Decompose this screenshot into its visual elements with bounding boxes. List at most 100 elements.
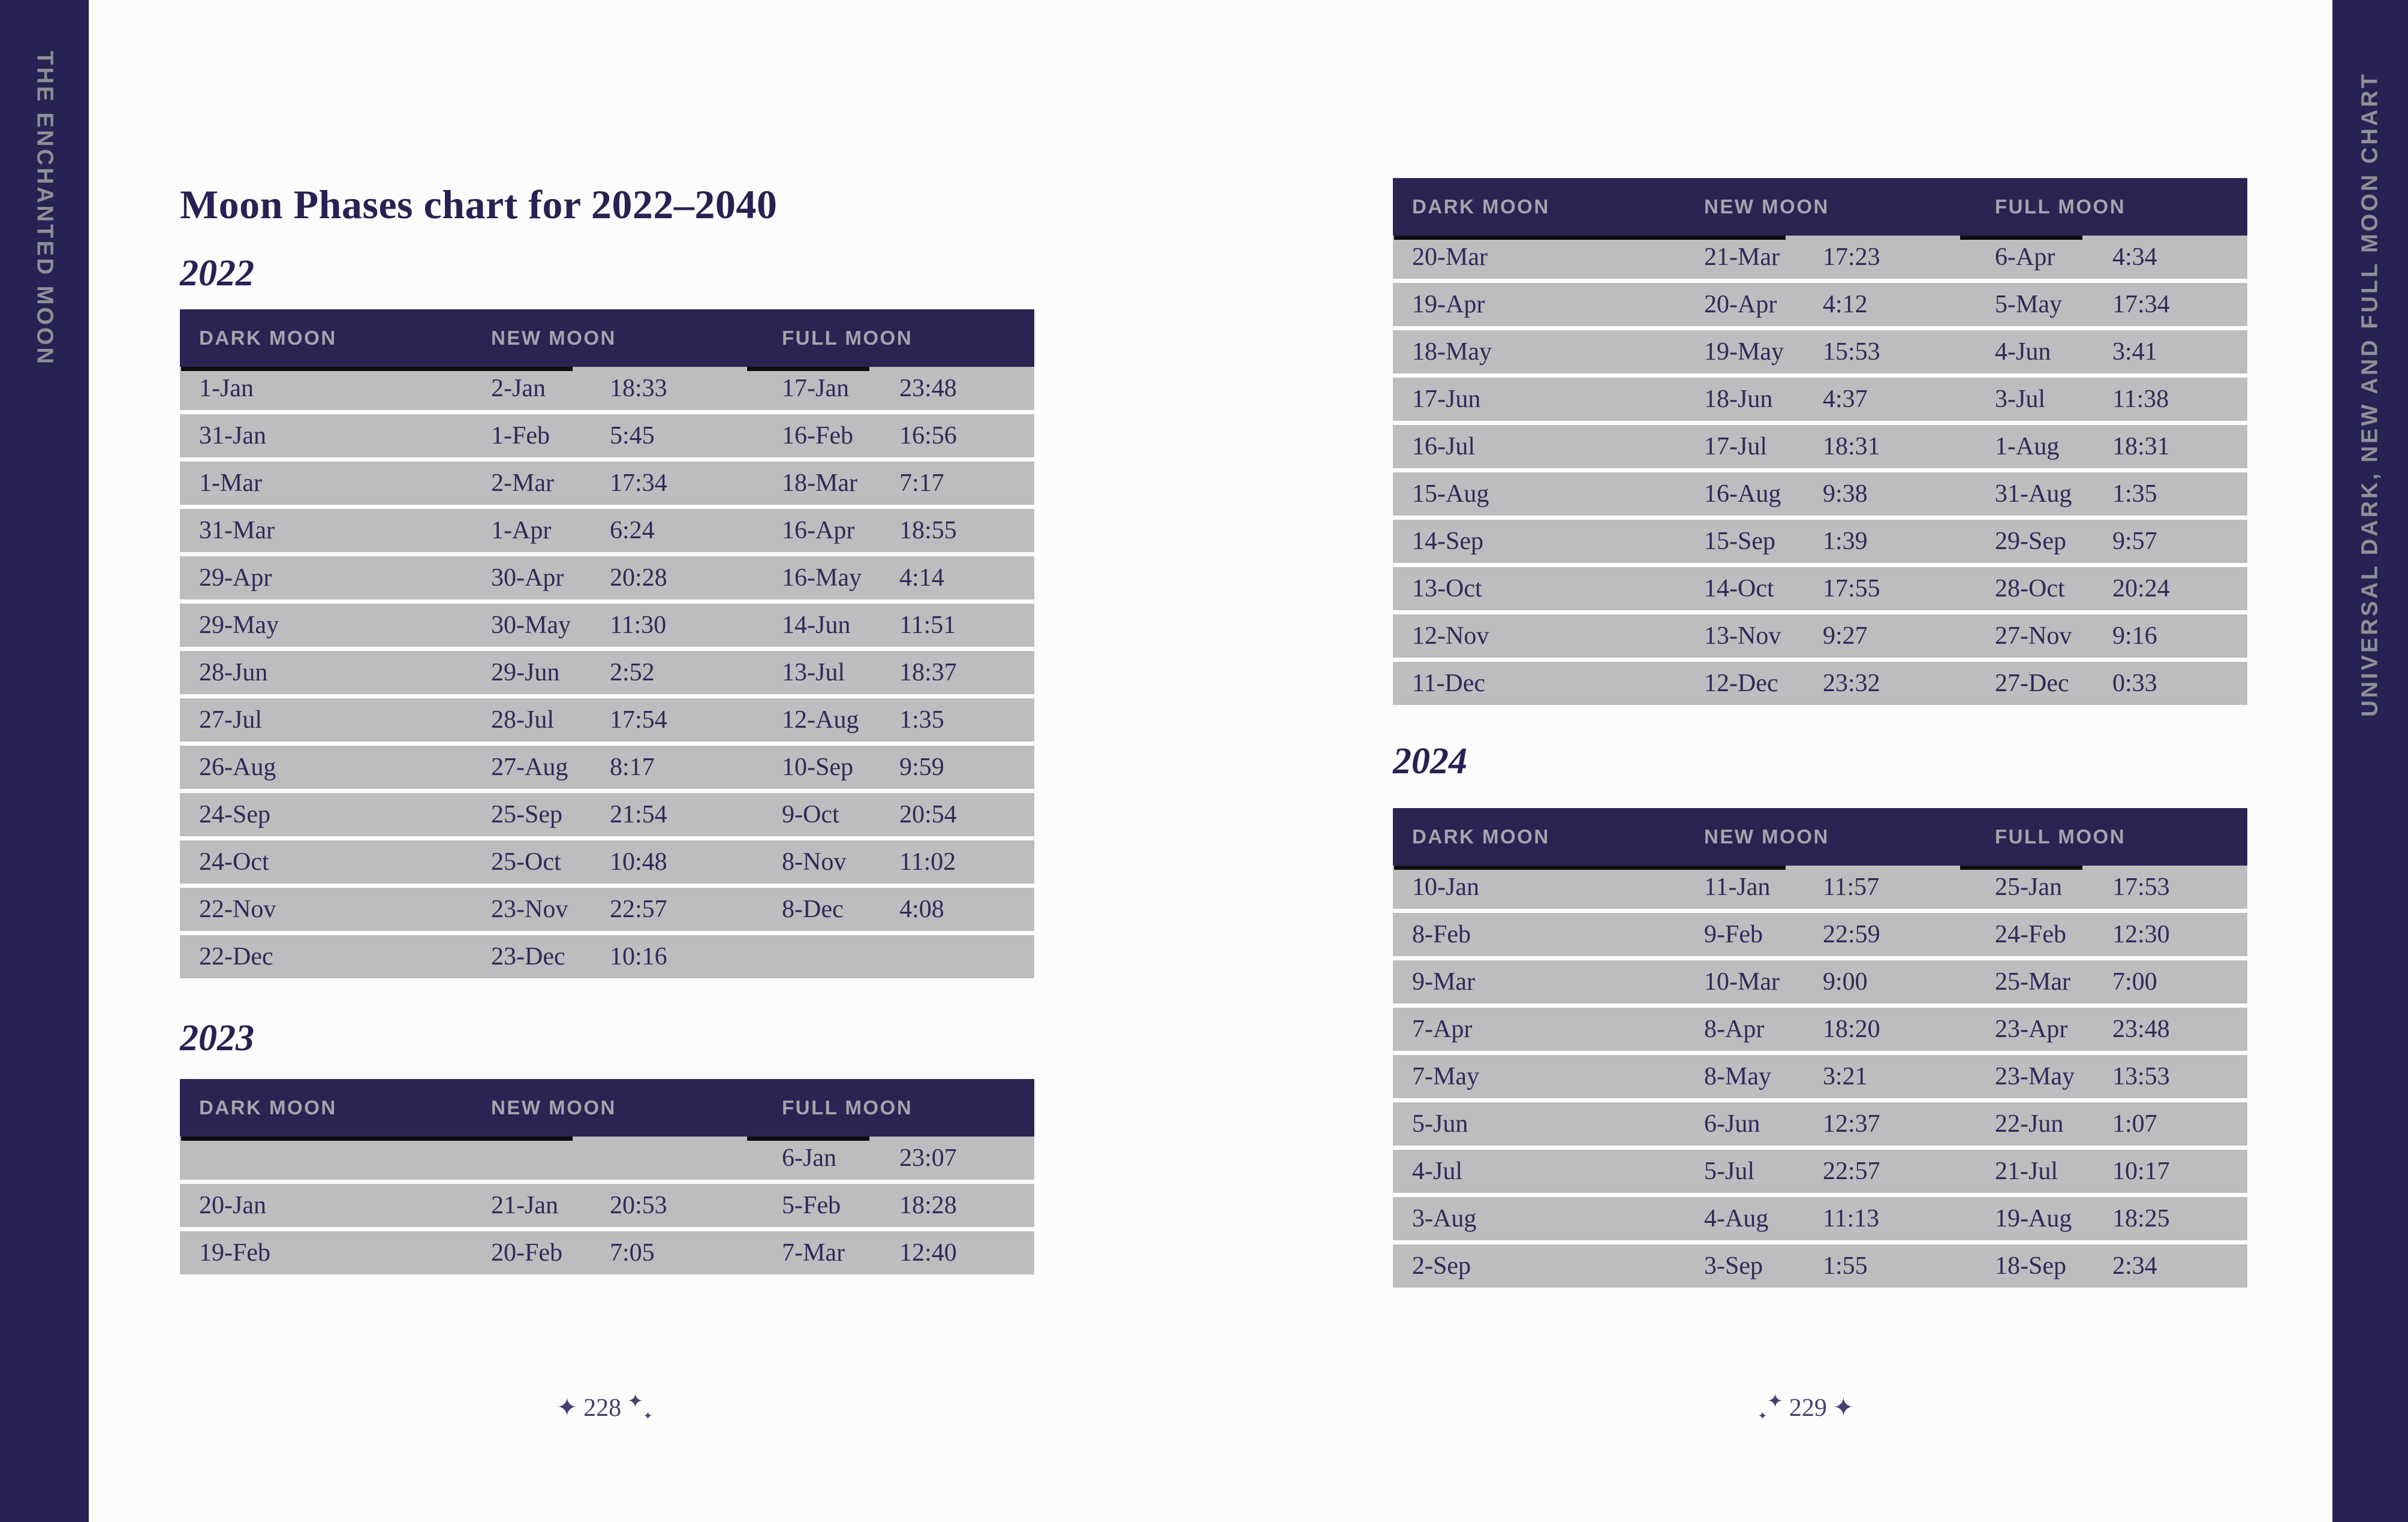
new-moon-date: 1-Apr bbox=[491, 517, 552, 544]
new-moon-date: 21-Mar bbox=[1704, 243, 1780, 271]
new-moon-date: 30-May bbox=[491, 611, 571, 639]
full-moon-date: 6-Jan bbox=[782, 1144, 836, 1172]
new-moon-date: 25-Sep bbox=[491, 801, 562, 828]
dark-moon-date: 19-Apr bbox=[1412, 291, 1485, 318]
full-moon-time: 7:00 bbox=[2112, 968, 2157, 996]
table-row: 7-May 8-May 3:21 23-May 13:53 bbox=[1393, 1055, 2247, 1098]
full-moon-date: 12-Aug bbox=[782, 706, 859, 734]
new-moon-date: 14-Oct bbox=[1704, 575, 1774, 602]
table-row: 18-May 19-May 15:53 4-Jun 3:41 bbox=[1393, 330, 2247, 373]
moon-table-2024: DARK MOON NEW MOON FULL MOON 10-Jan 11-Jan 11… bbox=[1393, 808, 2247, 1288]
dark-moon-date: 27-Jul bbox=[199, 706, 262, 734]
full-moon-time: 18:55 bbox=[899, 517, 957, 544]
new-moon-date: 19-May bbox=[1704, 338, 1784, 366]
star-icon: ✦ bbox=[627, 1390, 643, 1412]
dark-moon-date: 17-Jun bbox=[1412, 385, 1481, 413]
moon-table-2023: DARK MOON NEW MOON FULL MOON 6-Jan 23:07 20-J… bbox=[180, 1079, 1034, 1274]
column-header: FULL MOON bbox=[1995, 825, 2126, 848]
star-icon: ✦ bbox=[1767, 1390, 1783, 1412]
full-moon-time: 11:38 bbox=[2112, 385, 2169, 413]
new-moon-time: 21:54 bbox=[610, 801, 667, 828]
left-spine-title: THE ENCHANTED MOON bbox=[32, 51, 58, 366]
new-moon-time: 1:39 bbox=[1823, 528, 1868, 555]
table-row: 31-Jan 1-Feb 5:45 16-Feb 16:56 bbox=[180, 414, 1034, 457]
star-icon: ✦ bbox=[643, 1410, 653, 1422]
full-moon-date: 22-Jun bbox=[1995, 1110, 2064, 1138]
moon-table-2022: DARK MOON NEW MOON FULL MOON 1-Jan 2-Jan 18:3… bbox=[180, 309, 1034, 978]
table-row: 13-Oct 14-Oct 17:55 28-Oct 20:24 bbox=[1393, 567, 2247, 610]
new-moon-time: 17:34 bbox=[610, 469, 667, 497]
full-moon-time bbox=[880, 935, 1034, 978]
dark-moon-date: 14-Sep bbox=[1412, 528, 1483, 555]
table-row: 29-Apr 30-Apr 20:28 16-May 4:14 bbox=[180, 556, 1034, 599]
new-moon-date: 8-Apr bbox=[1704, 1015, 1765, 1043]
column-header: NEW MOON bbox=[1704, 195, 1829, 218]
table-row: 14-Sep 15-Sep 1:39 29-Sep 9:57 bbox=[1393, 520, 2247, 563]
full-moon-date: 24-Feb bbox=[1995, 921, 2066, 948]
full-moon-time: 1:07 bbox=[2112, 1110, 2157, 1138]
table-row: 12-Nov 13-Nov 9:27 27-Nov 9:16 bbox=[1393, 614, 2247, 658]
new-moon-time: 10:48 bbox=[610, 848, 667, 876]
full-moon-time: 1:35 bbox=[899, 706, 944, 734]
dark-moon-date: 10-Jan bbox=[1412, 873, 1479, 901]
full-moon-date: 19-Aug bbox=[1995, 1205, 2072, 1232]
new-moon-date: 30-Apr bbox=[491, 564, 564, 592]
new-moon-date: 28-Jul bbox=[491, 706, 554, 734]
table-row: 19-Apr 20-Apr 4:12 5-May 17:34 bbox=[1393, 283, 2247, 326]
table-row: 29-May 30-May 11:30 14-Jun 11:51 bbox=[180, 604, 1034, 647]
new-moon-time: 15:53 bbox=[1823, 338, 1880, 366]
full-moon-time: 16:56 bbox=[899, 422, 957, 450]
column-header: FULL MOON bbox=[1995, 195, 2126, 218]
new-moon-date: 25-Oct bbox=[491, 848, 561, 876]
new-moon-time: 2:52 bbox=[610, 659, 655, 686]
dark-moon-date: 16-Jul bbox=[1412, 433, 1475, 460]
dark-moon-date: 24-Oct bbox=[199, 848, 269, 876]
full-moon-time: 17:53 bbox=[2112, 873, 2170, 901]
new-moon-date: 29-Jun bbox=[491, 659, 560, 686]
right-spine: UNIVERSAL DARK, NEW AND FULL MOON CHART bbox=[2332, 0, 2408, 1522]
table-row: 5-Jun 6-Jun 12:37 22-Jun 1:07 bbox=[1393, 1102, 2247, 1146]
table-row: 15-Aug 16-Aug 9:38 31-Aug 1:35 bbox=[1393, 472, 2247, 516]
star-icon: ✦ bbox=[1757, 1410, 1768, 1422]
dark-moon-date: 15-Aug bbox=[1412, 480, 1489, 508]
dark-moon-date: 29-May bbox=[199, 611, 279, 639]
header-underline bbox=[181, 1137, 573, 1141]
new-moon-date: 2-Mar bbox=[491, 469, 554, 497]
table-row: 24-Oct 25-Oct 10:48 8-Nov 11:02 bbox=[180, 840, 1034, 884]
table-row: 8-Feb 9-Feb 22:59 24-Feb 12:30 bbox=[1393, 913, 2247, 956]
new-moon-date: 2-Jan bbox=[491, 375, 546, 402]
dark-moon-date: 9-Mar bbox=[1412, 968, 1475, 996]
new-moon-date: 3-Sep bbox=[1704, 1252, 1763, 1280]
new-moon-date: 15-Sep bbox=[1704, 528, 1775, 555]
moon-table-2023-continued: DARK MOON NEW MOON FULL MOON 20-Mar 21-Mar 17… bbox=[1393, 178, 2247, 705]
new-moon-time: 5:45 bbox=[610, 422, 655, 450]
new-moon-time: 6:24 bbox=[610, 517, 655, 544]
table-row: 19-Feb 20-Feb 7:05 7-Mar 12:40 bbox=[180, 1231, 1034, 1274]
table-row: 22-Nov 23-Nov 22:57 8-Dec 4:08 bbox=[180, 888, 1034, 931]
new-moon-date: 16-Aug bbox=[1704, 480, 1781, 508]
dark-moon-date: 20-Jan bbox=[199, 1192, 266, 1219]
header-underline bbox=[747, 367, 869, 371]
new-moon-date bbox=[472, 1137, 591, 1180]
new-moon-date: 11-Jan bbox=[1704, 873, 1771, 901]
header-underline bbox=[1960, 866, 2082, 870]
new-moon-date: 13-Nov bbox=[1704, 622, 1781, 650]
column-header: FULL MOON bbox=[782, 327, 913, 349]
dark-moon-date: 1-Mar bbox=[199, 469, 262, 497]
full-moon-time: 23:48 bbox=[2112, 1015, 2170, 1043]
new-moon-time: 12:37 bbox=[1823, 1110, 1880, 1138]
full-moon-date: 8-Nov bbox=[782, 848, 847, 876]
new-moon-time: 9:00 bbox=[1823, 968, 1868, 996]
left-page-number: ✦ 228 ✦✦ bbox=[526, 1388, 682, 1432]
header-underline bbox=[747, 1137, 869, 1141]
new-moon-date: 18-Jun bbox=[1704, 385, 1773, 413]
table-row: 2-Sep 3-Sep 1:55 18-Sep 2:34 bbox=[1393, 1244, 2247, 1288]
new-moon-time: 9:27 bbox=[1823, 622, 1868, 650]
full-moon-time: 2:34 bbox=[2112, 1252, 2157, 1280]
star-icon: ✦ bbox=[556, 1393, 578, 1422]
full-moon-time: 13:53 bbox=[2112, 1063, 2170, 1090]
full-moon-date: 27-Nov bbox=[1995, 622, 2072, 650]
dark-moon-date: 7-Apr bbox=[1412, 1015, 1473, 1043]
full-moon-date: 8-Dec bbox=[782, 896, 844, 923]
new-moon-time: 23:32 bbox=[1823, 670, 1880, 697]
